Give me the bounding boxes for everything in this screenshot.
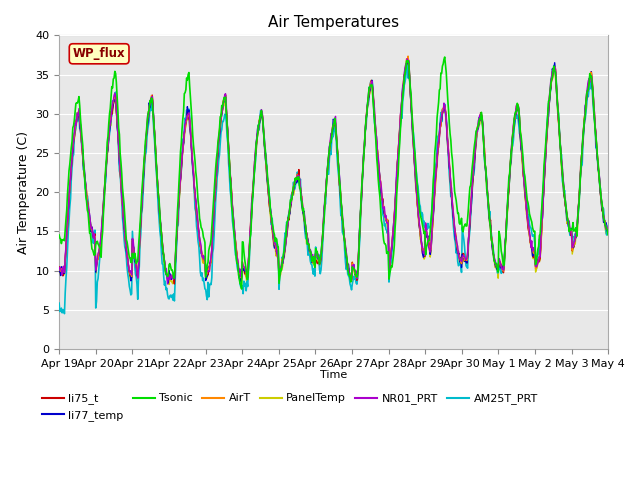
Title: Air Temperatures: Air Temperatures: [268, 15, 399, 30]
Text: WP_flux: WP_flux: [73, 48, 125, 60]
X-axis label: Time: Time: [320, 370, 348, 380]
Y-axis label: Air Temperature (C): Air Temperature (C): [17, 131, 29, 253]
Legend: li75_t, li77_temp, Tsonic, AirT, PanelTemp, NR01_PRT, AM25T_PRT: li75_t, li77_temp, Tsonic, AirT, PanelTe…: [37, 389, 542, 425]
